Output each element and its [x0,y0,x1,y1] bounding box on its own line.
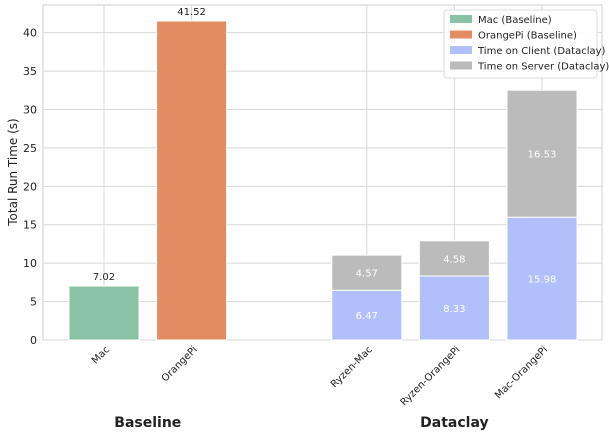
bar-value-label: 41.52 [177,7,206,18]
bar-segment [156,20,228,341]
bar-value-label: 8.33 [443,304,465,315]
bar-value-label: 16.53 [528,150,557,161]
legend-swatch [450,30,472,39]
legend-entry: Mac (Baseline) [478,15,552,26]
legend-swatch [450,15,472,23]
bar-segment [506,89,578,218]
y-axis-label: Total Run Time (s) [6,118,20,226]
y-tick-label: 30 [23,103,37,116]
y-tick-label: 15 [23,219,37,232]
y-tick-label: 20 [23,180,37,193]
x-tick-label: Ryzen-Mac [329,344,375,390]
y-tick-label: 35 [23,65,37,78]
legend-entry: Time on Server (Dataclay) [477,62,609,73]
bar-segment [418,275,490,341]
legend-entry: Time on Client (Dataclay) [477,46,606,57]
bar-value-label: 6.47 [356,311,378,322]
legend-swatch [450,61,472,70]
x-tick-label: Mac [90,344,112,366]
bars [68,20,578,341]
legend-box [443,9,598,79]
y-tick-label: 5 [30,296,37,309]
group-labels: Baseline Dataclay [114,415,488,431]
bar-segment [68,285,140,341]
y-tick-label: 0 [30,334,37,347]
legend-swatch [450,46,472,54]
bar-value-label: 15.98 [528,275,557,286]
bar-value-label: 4.57 [356,269,378,280]
bar-segment [418,240,490,277]
x-tick-label: Mac-OrangePi [493,344,550,401]
bar-value-label: 4.58 [443,254,465,265]
bar-segment [331,254,403,291]
x-tick-labels: Mac OrangePi Ryzen-Mac Ryzen-OrangePi Mac-Or… [90,344,550,408]
bar-labels: 7.02 41.52 6.47 4.57 8.33 4.58 15.98 16.53 [93,7,556,322]
legend: Mac (Baseline) OrangePi (Baseline) Time on… [443,9,609,79]
y-tick-label: 10 [23,257,37,270]
bar-value-label: 7.02 [93,272,115,283]
bar-segment [506,216,578,341]
y-tick-labels: 0 5 10 15 20 25 30 35 40 [23,27,37,347]
x-tick-label: Ryzen-OrangePi [399,344,463,408]
legend-entry: OrangePi (Baseline) [478,31,577,42]
bar-segment [331,289,403,341]
y-tick-label: 25 [23,142,37,155]
group-label: Dataclay [420,415,488,431]
group-label: Baseline [114,415,181,431]
x-tick-label: OrangePi [160,344,200,384]
y-tick-label: 40 [23,27,37,40]
